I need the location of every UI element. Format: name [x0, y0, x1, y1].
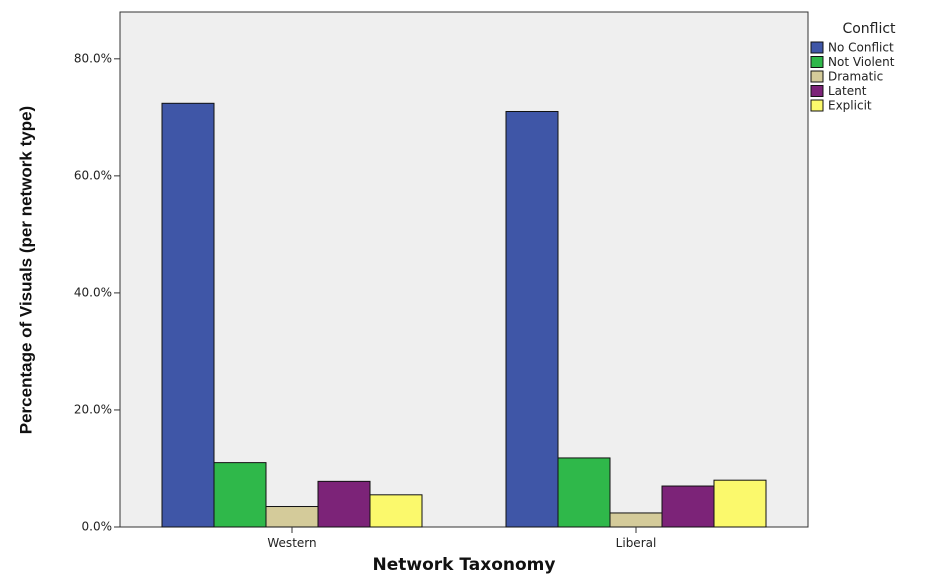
y-tick-label: 0.0%: [82, 520, 113, 534]
bar: [505, 110, 559, 528]
y-axis-ticks: 0.0% 20.0% 40.0% 60.0% 80.0%: [74, 51, 120, 534]
y-tick-label: 60.0%: [74, 168, 112, 182]
x-axis-title: Network Taxonomy: [373, 555, 556, 575]
bar: [713, 479, 767, 528]
plot-area: [119, 11, 809, 528]
legend-label: Explicit: [828, 99, 872, 113]
bar: [161, 102, 215, 528]
y-tick-label: 40.0%: [74, 285, 112, 299]
legend-label: No Conflict: [828, 41, 894, 55]
bar: [265, 506, 319, 528]
x-tick-label: Liberal: [616, 536, 657, 550]
legend-swatch: [810, 56, 824, 68]
bar: [661, 485, 715, 528]
x-axis-ticks: Western Liberal: [267, 527, 656, 550]
legend-label: Not Violent: [828, 55, 895, 69]
y-tick-label: 80.0%: [74, 51, 112, 65]
legend-label: Latent: [828, 84, 867, 98]
y-tick-label: 20.0%: [74, 402, 112, 416]
bar: [609, 512, 663, 528]
legend-title: Conflict: [842, 21, 896, 37]
legend-label: Dramatic: [828, 70, 883, 84]
y-axis-title: Percentage of Visuals (per network type): [16, 106, 35, 434]
bar: [557, 457, 611, 528]
legend-swatch: [810, 41, 824, 54]
legend-swatch: [810, 85, 824, 97]
bar: [369, 494, 423, 528]
bar: [213, 462, 267, 528]
x-tick-label: Western: [267, 536, 316, 550]
bars: [161, 102, 767, 528]
legend-swatch: [810, 99, 824, 112]
legend-swatch: [810, 70, 824, 83]
bar: [317, 480, 371, 528]
